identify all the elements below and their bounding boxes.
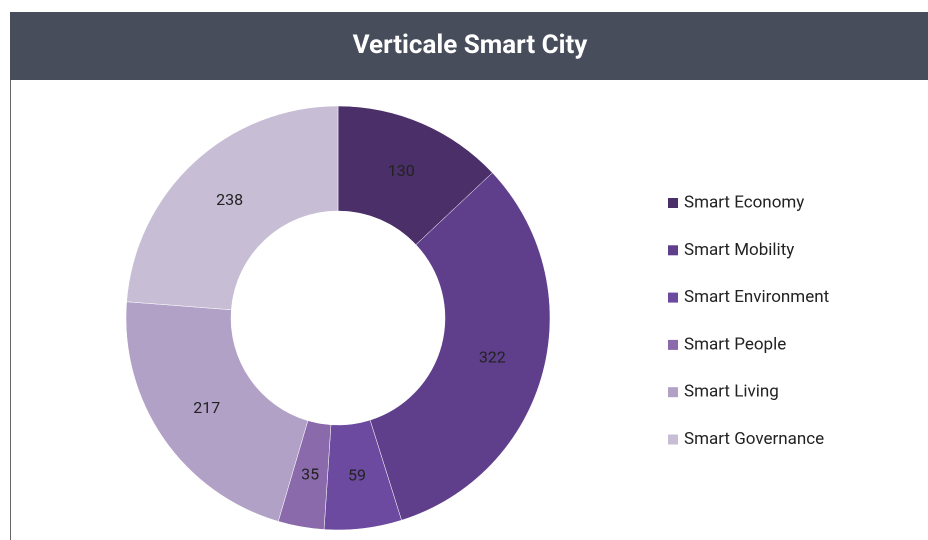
data-label: 238 xyxy=(216,190,243,209)
legend-label: Smart Living xyxy=(684,382,779,402)
legend-swatch xyxy=(668,339,678,350)
legend-label: Smart Environment xyxy=(684,287,829,307)
slice xyxy=(126,105,339,311)
legend-swatch xyxy=(668,292,678,303)
slice xyxy=(125,301,309,522)
chart-title: Verticale Smart City xyxy=(353,30,589,60)
legend-label: Smart Mobility xyxy=(684,240,794,260)
legend-swatch xyxy=(668,387,678,398)
data-label: 35 xyxy=(301,464,319,483)
data-label: 130 xyxy=(388,161,415,180)
header-bar xyxy=(10,12,928,80)
legend-swatch xyxy=(668,198,678,208)
data-label: 217 xyxy=(193,398,220,417)
slice xyxy=(369,172,551,521)
legend-label: Smart Governance xyxy=(684,429,824,449)
data-label: 59 xyxy=(348,466,366,485)
legend-label: Smart Economy xyxy=(684,192,804,212)
legend-swatch xyxy=(668,245,678,256)
legend-swatch xyxy=(668,434,678,445)
data-label: 322 xyxy=(479,348,506,367)
legend-label: Smart People xyxy=(684,334,786,354)
